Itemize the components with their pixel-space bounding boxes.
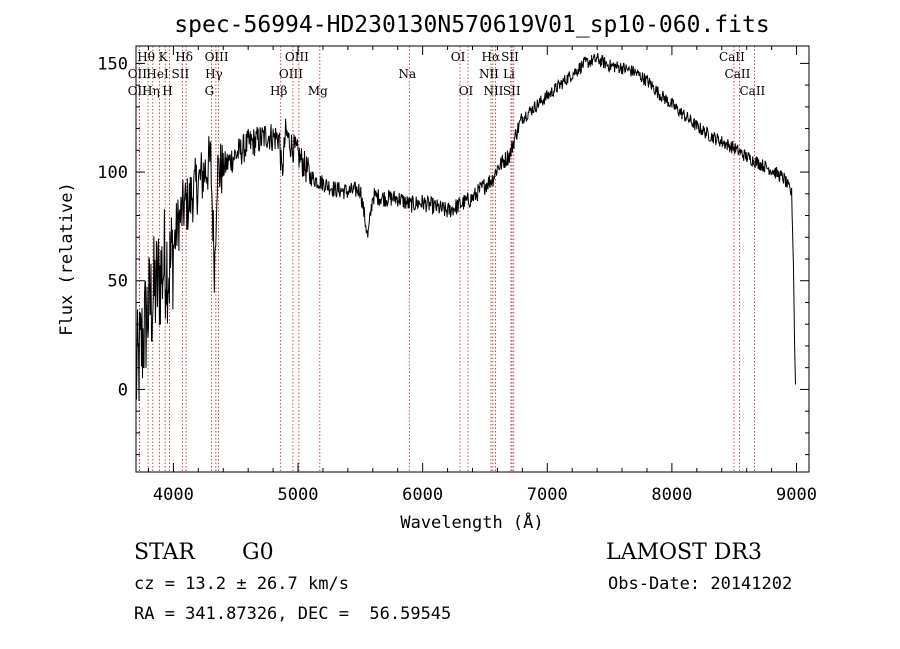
y-tick-label-0: 0 [118, 380, 128, 400]
x-tick-label-2: 6000 [402, 485, 443, 505]
line-label-12: Hβ [270, 84, 287, 98]
line-label-15: Mg [308, 84, 328, 98]
y-tick-label-3: 150 [97, 54, 128, 74]
line-label-22: SII [501, 50, 519, 64]
spectral-subclass: G0 [242, 540, 274, 565]
spectral-line-markers [138, 46, 755, 472]
line-label-5: K [159, 50, 169, 64]
sky-coordinates: RA = 341.87326, DEC = 56.59545 [134, 604, 452, 624]
line-label-18: OI [459, 84, 474, 98]
line-label-17: OI [451, 50, 466, 64]
x-tick-label-3: 7000 [527, 485, 568, 505]
x-axis-label: Wavelength (Å) [400, 511, 543, 533]
line-label-25: CaII [719, 50, 745, 64]
x-tick-label-1: 5000 [278, 485, 319, 505]
y-tick-label-2: 100 [97, 163, 128, 183]
y-tick-label-1: 50 [108, 272, 128, 292]
x-tick-label-0: 4000 [153, 485, 194, 505]
plot-frame [135, 45, 810, 473]
x-tick-label-4: 8000 [651, 485, 692, 505]
line-label-1: OII [128, 67, 148, 81]
redshift-value: cz = 13.2 ± 26.7 km/s [134, 574, 349, 594]
observation-date: Obs-Date: 20141202 [608, 574, 793, 594]
line-label-14: OIII [279, 67, 303, 81]
line-label-26: CaII [725, 67, 751, 81]
line-label-2: OII [128, 84, 148, 98]
line-label-0: Hθ [137, 50, 155, 64]
line-label-7: SII [172, 67, 190, 81]
line-label-6: H [162, 84, 172, 98]
line-label-4: Hη [142, 84, 160, 98]
object-class: STAR [134, 540, 195, 565]
line-label-11: G [205, 84, 215, 98]
line-label-24: SII [503, 84, 521, 98]
line-label-3: HeI [146, 67, 169, 81]
line-label-9: OIII [205, 50, 229, 64]
line-label-10: Hγ [205, 67, 223, 81]
chart-title: spec-56994-HD230130N570619V01_sp10-060.f… [174, 12, 769, 38]
line-label-20: NII [479, 67, 499, 81]
spectrum-series [135, 53, 796, 402]
line-label-19: Hα [482, 50, 501, 64]
line-label-8: Hδ [175, 50, 193, 64]
x-tick-label-5: 9000 [776, 485, 817, 505]
line-label-13: OIII [285, 50, 309, 64]
line-label-16: Na [398, 67, 416, 81]
line-label-21: NII [483, 84, 503, 98]
line-label-23: Li [503, 67, 515, 81]
y-axis-label: Flux (relative) [57, 182, 77, 336]
x-axis-ticks: 4000 5000 6000 7000 8000 9000 [147, 46, 817, 505]
spectrum-line [135, 53, 796, 402]
survey-name: LAMOST DR3 [606, 540, 762, 565]
y-axis-ticks: 0 50 100 150 [97, 54, 809, 456]
line-label-27: CaII [739, 84, 765, 98]
